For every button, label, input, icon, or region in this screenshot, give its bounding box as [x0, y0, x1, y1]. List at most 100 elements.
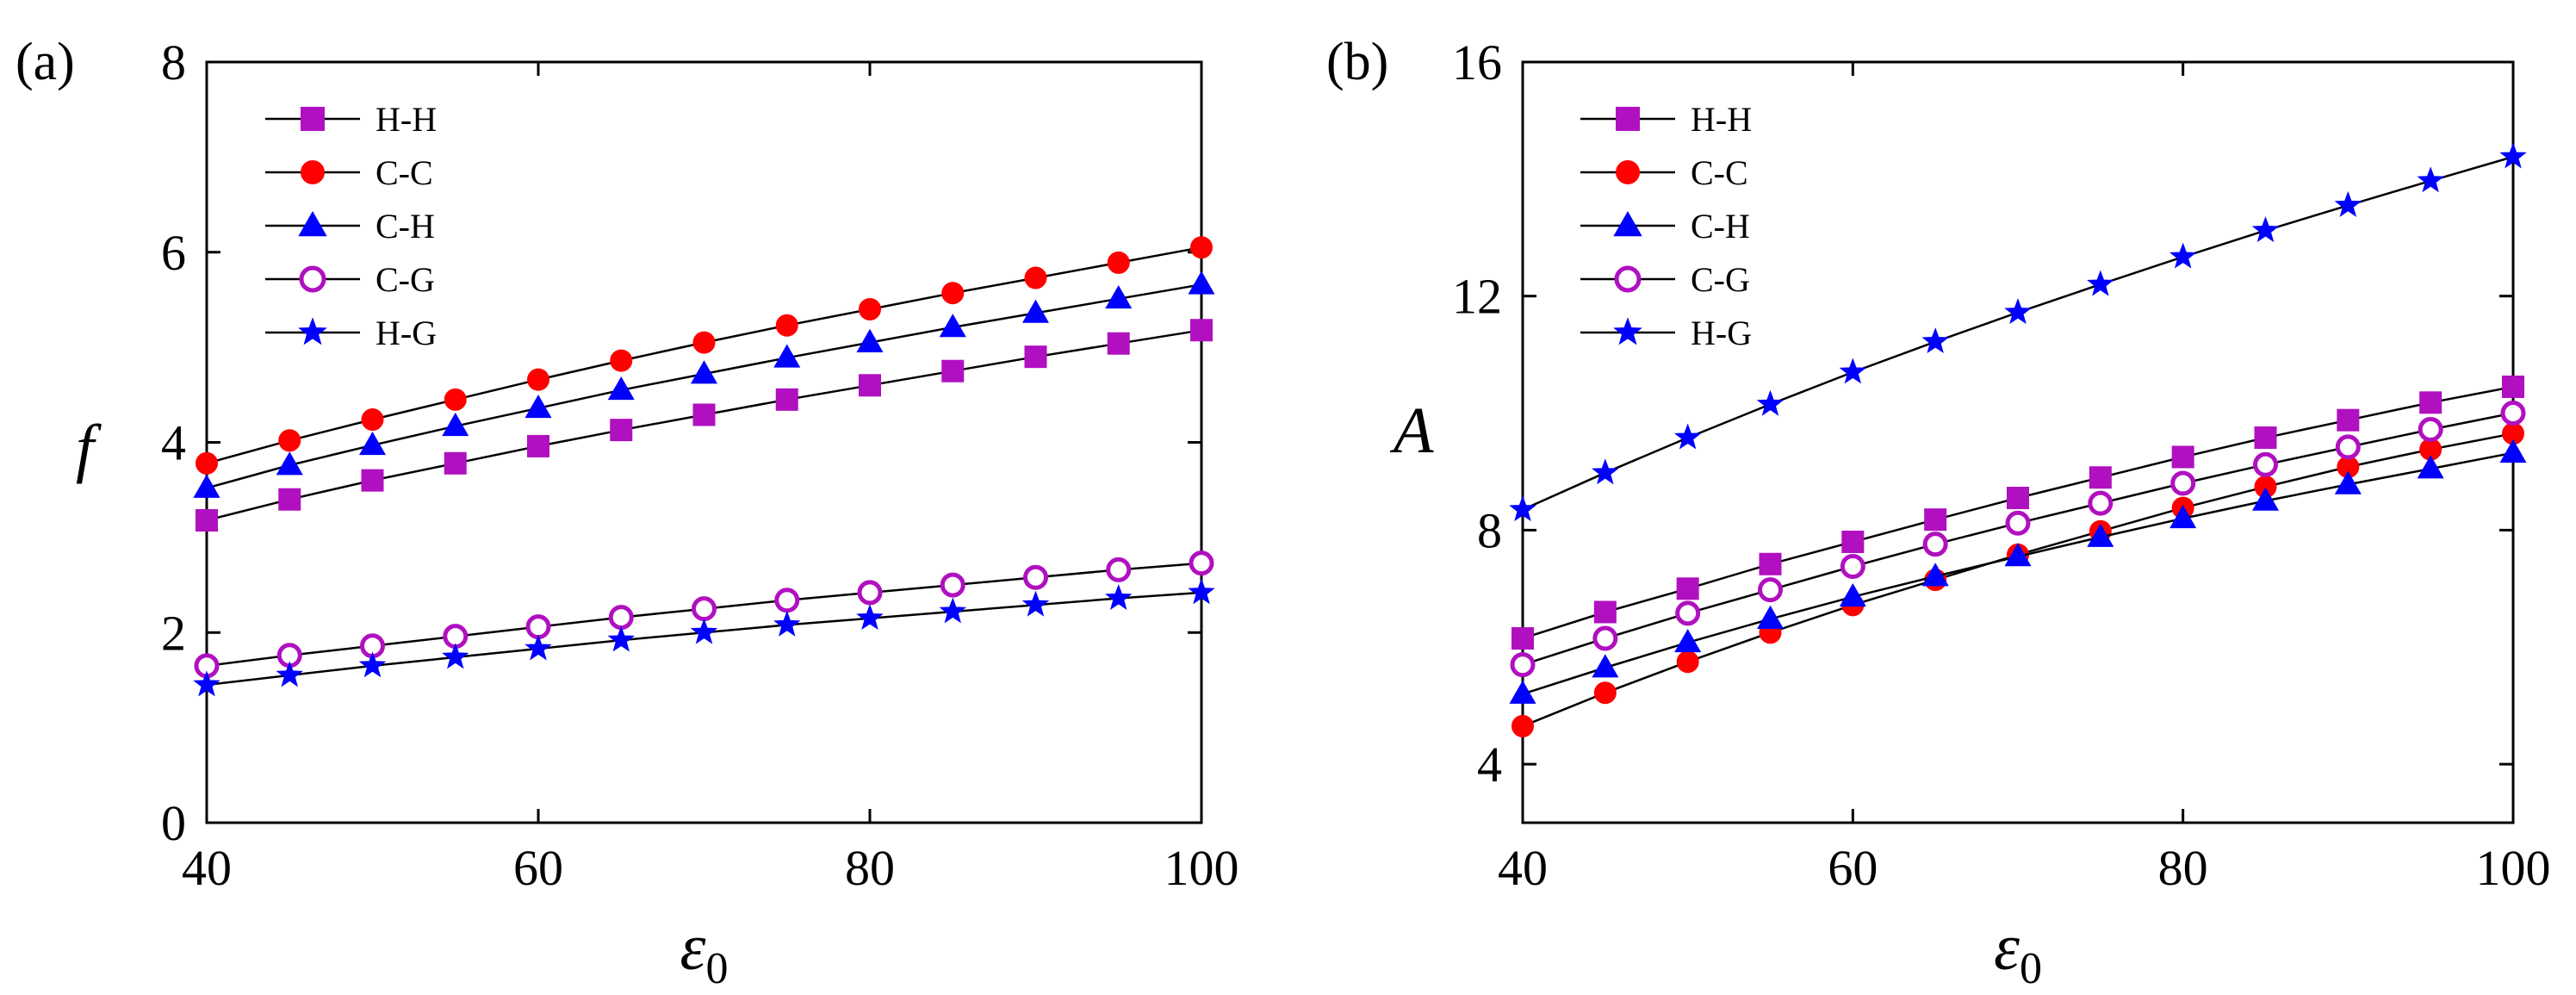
series-C-C	[196, 236, 1213, 475]
data-point	[856, 328, 884, 352]
data-point	[690, 360, 718, 384]
panel-a-chart: (a) 40 60 80 100 0 2 4 6 8 ε0 f H-H C-C C-H C-G H-G	[16, 33, 1239, 993]
legend-marker	[1613, 211, 1642, 237]
data-point	[857, 580, 883, 606]
series-C-G	[1510, 401, 2526, 678]
plot-frame	[205, 60, 1203, 824]
data-point	[1756, 389, 1785, 416]
data-point	[2419, 391, 2443, 414]
data-point	[196, 509, 218, 532]
data-point	[859, 374, 881, 397]
data-point	[856, 604, 884, 631]
legend: H-H C-C C-H C-G H-G	[265, 100, 437, 352]
legend-label: H-H	[1691, 100, 1752, 139]
data-point	[193, 670, 220, 697]
data-point	[196, 451, 218, 475]
data-point	[1190, 236, 1213, 259]
data-point	[1023, 564, 1048, 590]
series-C-G	[194, 550, 1214, 679]
data-point	[525, 394, 552, 419]
data-point	[2169, 504, 2197, 529]
data-point	[527, 368, 549, 391]
data-point	[1024, 266, 1047, 289]
data-point	[1839, 358, 1867, 384]
data-point	[2337, 408, 2360, 432]
data-point	[2005, 510, 2031, 536]
y-axis-label: f	[76, 412, 102, 484]
data-point	[2251, 216, 2280, 243]
data-point	[2500, 401, 2526, 426]
data-point	[1758, 577, 1783, 603]
legend-label: H-G	[1691, 314, 1752, 352]
legend-item: C-G	[265, 260, 435, 299]
data-point	[1188, 578, 1215, 605]
data-point	[276, 661, 303, 687]
data-point	[939, 314, 966, 338]
x-tick-label: 40	[182, 840, 232, 896]
data-point	[2417, 455, 2444, 479]
data-point	[358, 431, 387, 456]
data-point	[692, 331, 716, 354]
legend-marker	[1616, 160, 1640, 184]
data-point	[1106, 557, 1132, 582]
data-point	[1511, 714, 1534, 737]
data-point	[1189, 550, 1214, 576]
series-C-H	[193, 271, 1215, 498]
data-point	[1593, 600, 1617, 624]
data-point	[1188, 271, 1215, 295]
data-point	[1921, 563, 1949, 587]
data-point	[444, 388, 467, 411]
series-line	[1522, 412, 2514, 666]
plot-frame	[1521, 60, 2515, 824]
x-tick-label: 80	[845, 840, 895, 896]
y-tick-label: 12	[1452, 269, 1502, 325]
x-tick-label: 60	[1828, 840, 1878, 896]
data-point	[690, 618, 718, 644]
data-point	[2169, 242, 2197, 269]
data-point	[2334, 190, 2362, 217]
data-point	[774, 588, 800, 613]
data-point	[2417, 166, 2444, 193]
data-point	[1511, 627, 1534, 650]
data-point	[939, 597, 966, 624]
data-point	[193, 474, 220, 498]
data-point	[2499, 142, 2527, 169]
data-point	[2499, 438, 2527, 463]
data-point	[775, 388, 798, 411]
series-H-H	[1511, 375, 2524, 650]
data-point	[358, 651, 387, 678]
data-point	[1922, 532, 1948, 557]
data-point	[1759, 552, 1782, 575]
data-point	[2254, 426, 2277, 450]
x-tick-label: 60	[513, 840, 563, 896]
data-point	[1675, 600, 1701, 626]
legend-marker	[299, 265, 326, 293]
legend-label: C-H	[376, 207, 435, 246]
data-point	[1839, 583, 1866, 607]
series-C-H	[1509, 438, 2527, 704]
data-point	[610, 349, 633, 372]
data-point	[361, 469, 384, 492]
data-point	[2089, 466, 2112, 489]
data-point	[859, 297, 881, 320]
data-point	[2171, 445, 2194, 469]
data-point	[1673, 423, 1702, 450]
data-point	[2004, 543, 2032, 567]
legend-item: C-G	[1580, 260, 1750, 299]
panel-label: (a)	[16, 33, 75, 91]
data-point	[1592, 458, 1619, 485]
data-point	[2004, 298, 2032, 325]
legend-label: C-C	[376, 153, 433, 192]
legend-item: C-C	[265, 153, 433, 192]
data-point	[525, 634, 552, 661]
data-point	[1592, 654, 1619, 678]
x-axis-label: ε0	[1994, 911, 2042, 993]
data-point	[276, 451, 303, 476]
legend: H-H C-C C-H C-G H-G	[1580, 100, 1752, 352]
data-point	[442, 643, 469, 669]
data-point	[1756, 605, 1785, 629]
x-tick-label: 100	[2476, 840, 2551, 896]
legend-marker	[1614, 265, 1642, 293]
legend-marker	[298, 211, 327, 237]
